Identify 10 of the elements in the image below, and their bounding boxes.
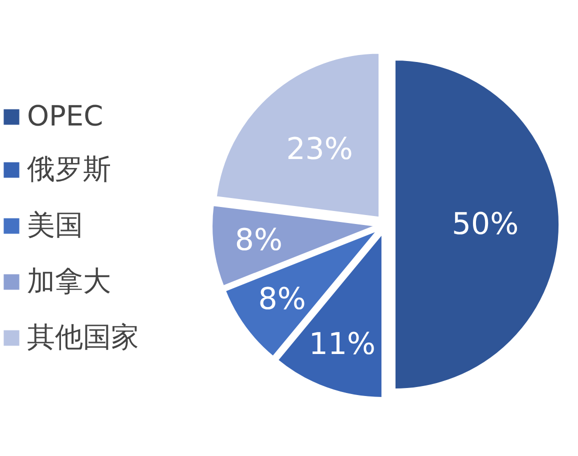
data-label: 11% bbox=[308, 327, 376, 362]
data-label: 8% bbox=[258, 282, 306, 318]
data-label: 50% bbox=[452, 207, 519, 242]
data-label: 23% bbox=[286, 132, 353, 168]
legend-label: 加拿大 bbox=[27, 264, 111, 300]
legend-label: OPEC bbox=[27, 100, 104, 132]
legend-label: 俄罗斯 bbox=[27, 152, 111, 188]
data-label: 8% bbox=[234, 223, 283, 258]
legend-label: 美国 bbox=[27, 208, 83, 244]
legend-label: 其他国家 bbox=[27, 320, 139, 356]
